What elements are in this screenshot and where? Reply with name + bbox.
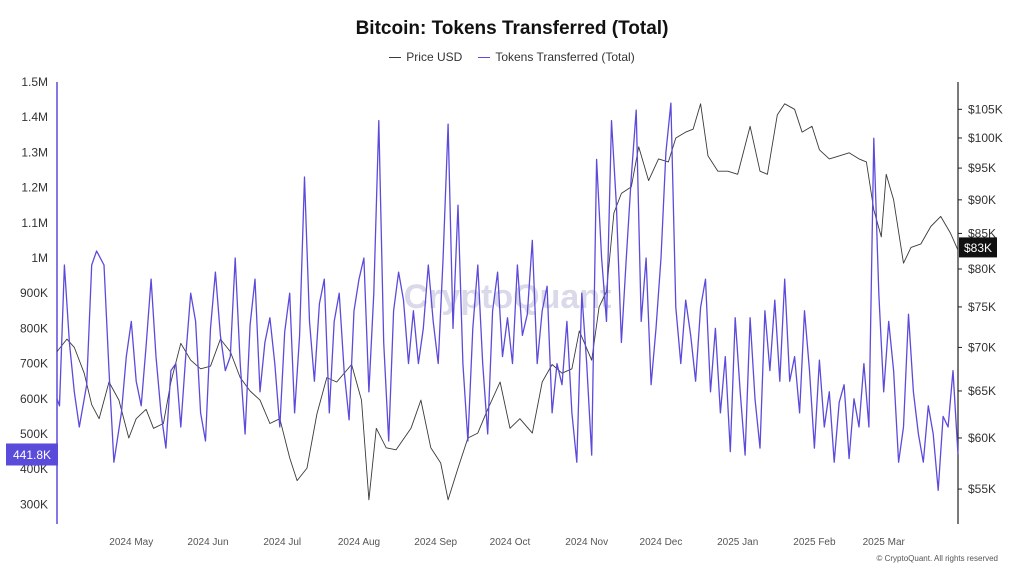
right-axis-tick-label: $60K [968,431,996,445]
legend-label-tokens: Tokens Transferred (Total) [495,50,635,64]
legend-swatch-tokens [478,56,491,58]
left-axis-tick-label: 1.4M [21,110,48,124]
series-line-price [56,103,959,501]
legend: Price USD Tokens Transferred (Total) [0,50,1024,64]
current-value-label-left: 441.8K [13,448,51,462]
legend-item-price[interactable]: Price USD [389,50,462,64]
legend-item-tokens[interactable]: Tokens Transferred (Total) [478,50,635,64]
legend-label-price: Price USD [406,50,463,64]
left-axis-tick-label: 1.5M [21,75,48,89]
right-axis-tick-label: $105K [968,102,1003,116]
x-axis-tick-label: 2024 Aug [338,537,380,548]
right-axis-tick-label: $90K [968,193,996,207]
x-axis-tick-label: 2025 Jan [717,537,758,548]
right-axis-tick-label: $55K [968,482,996,496]
left-axis-tick-label: 1.2M [21,181,48,195]
current-value-badge-left [6,443,58,466]
legend-swatch-price [389,56,402,58]
x-axis-tick-label: 2024 Jun [187,537,228,548]
x-axis-tick-label: 2025 Feb [793,537,836,548]
left-axis-tick-label: 500K [20,427,48,441]
left-axis-tick-label: 400K [20,462,48,476]
x-axis-tick-label: 2024 May [109,537,153,548]
x-axis-tick-label: 2024 Nov [565,537,608,548]
left-axis-tick-label: 1.3M [21,145,48,159]
left-axis-tick-label: 300K [20,497,48,511]
credit-text: © CryptoQuant. All rights reserved [876,554,999,563]
right-axis-tick-label: $75K [968,300,996,314]
x-axis-tick-label: 2024 Jul [263,537,301,548]
series-line-tokens [56,102,959,491]
right-axis-tick-label: $70K [968,340,996,354]
x-axis-tick-label: 2024 Dec [640,537,683,548]
current-value-badge-right [959,237,997,258]
chart-title: Bitcoin: Tokens Transferred (Total) [355,18,669,39]
watermark: CryptoQuant [404,278,612,316]
left-axis-tick-label: 700K [20,357,48,371]
right-axis-tick-label: $100K [968,131,1003,145]
x-axis-tick-label: 2025 Mar [863,537,906,548]
left-axis-tick-label: 600K [20,392,48,406]
left-axis-tick-label: 1M [31,251,48,265]
right-axis-tick-label: $65K [968,384,996,398]
x-axis-tick-label: 2024 Oct [490,537,531,548]
left-axis-tick-label: 900K [20,286,48,300]
x-axis-tick-label: 2024 Sep [414,537,457,548]
current-value-label-right: $83K [964,241,992,255]
right-axis-tick-label: $85K [968,226,996,240]
right-axis-tick-label: $95K [968,161,996,175]
left-axis-tick-label: 800K [20,321,48,335]
left-axis-tick-label: 1.1M [21,216,48,230]
right-axis-tick-label: $80K [968,262,996,276]
